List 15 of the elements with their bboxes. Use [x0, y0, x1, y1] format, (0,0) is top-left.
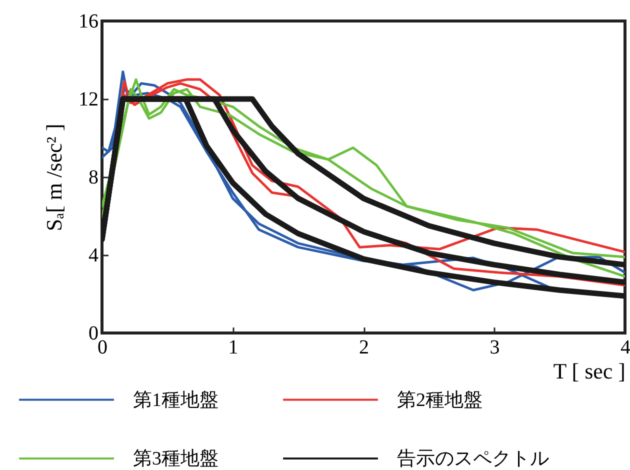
y-tick-label: 0 — [88, 322, 98, 344]
legend-label: 第1種地盤 — [133, 390, 218, 411]
x-tick-label: 3 — [490, 336, 500, 358]
y-tick-label: 4 — [88, 244, 98, 266]
x-tick-label: 4 — [620, 336, 630, 358]
legend-label: 第3種地盤 — [133, 448, 218, 470]
y-tick-label: 8 — [88, 166, 98, 188]
y-tick-label: 16 — [78, 10, 98, 32]
legend-label: 第2種地盤 — [397, 390, 482, 411]
x-tick-label: 1 — [228, 336, 238, 358]
y-axis-title: Sₐ[ m /sec² ] — [42, 124, 66, 232]
x-tick-label: 2 — [359, 336, 369, 358]
legend-label: 告示のスペクトル — [397, 448, 549, 470]
y-tick-label: 12 — [78, 88, 98, 110]
x-axis-title: T [ sec ] — [553, 358, 626, 384]
